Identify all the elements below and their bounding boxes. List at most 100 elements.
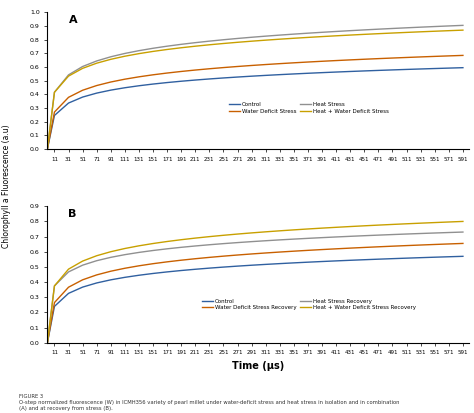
Water Deficit Stress Recovery [333, 246, 339, 251]
Legend: Control, Water Deficit Stress, Heat Stress, Heat + Water Deficit Stress: Control, Water Deficit Stress, Heat Stre… [227, 100, 392, 116]
Water Deficit Stress [235, 64, 240, 69]
Heat + Water Deficit Stress [460, 28, 466, 33]
Control [460, 65, 466, 70]
Control [220, 265, 226, 270]
Water Deficit Stress Recovery [460, 241, 466, 246]
Control [249, 74, 255, 78]
Heat Stress Recovery [362, 233, 367, 238]
Heat + Water Deficit Stress Recovery [80, 259, 85, 263]
Control [347, 69, 353, 74]
Control [94, 90, 100, 95]
Heat Stress Recovery [192, 244, 198, 249]
Heat + Water Deficit Stress [150, 49, 156, 54]
Control [235, 263, 240, 268]
Heat Stress Recovery [249, 239, 255, 244]
Control [207, 266, 212, 271]
Heat + Water Deficit Stress [52, 90, 57, 95]
Heat Stress [108, 54, 114, 59]
Heat Stress Recovery [220, 241, 226, 246]
Control [207, 76, 212, 81]
Line: Heat + Water Deficit Stress Recovery: Heat + Water Deficit Stress Recovery [47, 221, 463, 343]
Water Deficit Stress [94, 83, 100, 88]
Control [347, 258, 353, 263]
Heat + Water Deficit Stress [207, 42, 212, 47]
Heat + Water Deficit Stress [94, 61, 100, 66]
Water Deficit Stress Recovery [150, 261, 156, 266]
Heat + Water Deficit Stress Recovery [446, 220, 452, 225]
Control [150, 82, 156, 87]
Water Deficit Stress [164, 71, 170, 76]
Water Deficit Stress [150, 72, 156, 77]
Heat Stress Recovery [432, 230, 438, 235]
Heat + Water Deficit Stress Recovery [291, 228, 297, 233]
Heat Stress [45, 147, 50, 152]
Heat + Water Deficit Stress Recovery [45, 340, 50, 345]
Water Deficit Stress Recovery [220, 254, 226, 259]
Water Deficit Stress Recovery [432, 242, 438, 247]
Control [333, 259, 339, 263]
Water Deficit Stress Recovery [404, 243, 410, 248]
Control [319, 259, 325, 264]
Heat + Water Deficit Stress [446, 28, 452, 33]
Control [418, 255, 423, 260]
Heat Stress Recovery [460, 230, 466, 235]
Heat + Water Deficit Stress Recovery [418, 221, 423, 225]
Heat + Water Deficit Stress Recovery [178, 237, 184, 242]
Heat Stress Recovery [263, 238, 269, 243]
Heat + Water Deficit Stress Recovery [347, 224, 353, 229]
Line: Heat Stress: Heat Stress [47, 25, 463, 149]
Heat + Water Deficit Stress [390, 31, 395, 36]
Line: Heat + Water Deficit Stress: Heat + Water Deficit Stress [47, 30, 463, 149]
Water Deficit Stress [347, 57, 353, 62]
Control [66, 291, 72, 296]
Control [404, 256, 410, 261]
Legend: Control, Water Deficit Stress Recovery, Heat Stress Recovery, Heat + Water Defic: Control, Water Deficit Stress Recovery, … [200, 297, 419, 313]
Heat + Water Deficit Stress [80, 66, 85, 71]
Heat Stress [319, 30, 325, 35]
Control [178, 268, 184, 273]
Water Deficit Stress Recovery [263, 250, 269, 255]
Heat Stress [390, 26, 395, 31]
Heat + Water Deficit Stress [66, 74, 72, 78]
Water Deficit Stress [390, 56, 395, 61]
Heat Stress Recovery [235, 240, 240, 245]
Water Deficit Stress [178, 69, 184, 74]
Water Deficit Stress [418, 55, 423, 59]
Water Deficit Stress Recovery [347, 246, 353, 251]
Control [192, 267, 198, 272]
Heat + Water Deficit Stress [108, 57, 114, 62]
Water Deficit Stress Recovery [277, 249, 283, 254]
Heat + Water Deficit Stress [375, 31, 381, 36]
Line: Water Deficit Stress: Water Deficit Stress [47, 55, 463, 149]
Heat Stress Recovery [333, 235, 339, 240]
Heat Stress Recovery [291, 237, 297, 242]
Heat Stress Recovery [404, 232, 410, 237]
Heat Stress Recovery [66, 269, 72, 274]
Heat Stress [150, 46, 156, 51]
Heat + Water Deficit Stress Recovery [305, 226, 311, 231]
Text: B: B [69, 209, 77, 219]
Water Deficit Stress Recovery [52, 300, 57, 305]
Water Deficit Stress [108, 80, 114, 85]
Heat Stress Recovery [80, 263, 85, 268]
Text: Chlorophyll a Fluorescence (a.u): Chlorophyll a Fluorescence (a.u) [2, 124, 11, 248]
Control [136, 83, 142, 88]
Water Deficit Stress Recovery [80, 278, 85, 282]
Control [164, 269, 170, 274]
Heat Stress [432, 24, 438, 29]
Heat + Water Deficit Stress Recovery [207, 234, 212, 239]
Heat + Water Deficit Stress Recovery [263, 229, 269, 234]
Water Deficit Stress [45, 147, 50, 152]
Heat Stress Recovery [390, 232, 395, 237]
Heat + Water Deficit Stress [235, 40, 240, 45]
Heat Stress [235, 36, 240, 41]
Heat Stress [178, 42, 184, 47]
Water Deficit Stress [375, 56, 381, 61]
Water Deficit Stress Recovery [305, 248, 311, 253]
Heat + Water Deficit Stress Recovery [249, 230, 255, 235]
Heat + Water Deficit Stress Recovery [150, 241, 156, 246]
Heat + Water Deficit Stress Recovery [136, 243, 142, 248]
Water Deficit Stress [192, 68, 198, 73]
Heat Stress Recovery [305, 236, 311, 241]
Heat Stress [362, 27, 367, 32]
